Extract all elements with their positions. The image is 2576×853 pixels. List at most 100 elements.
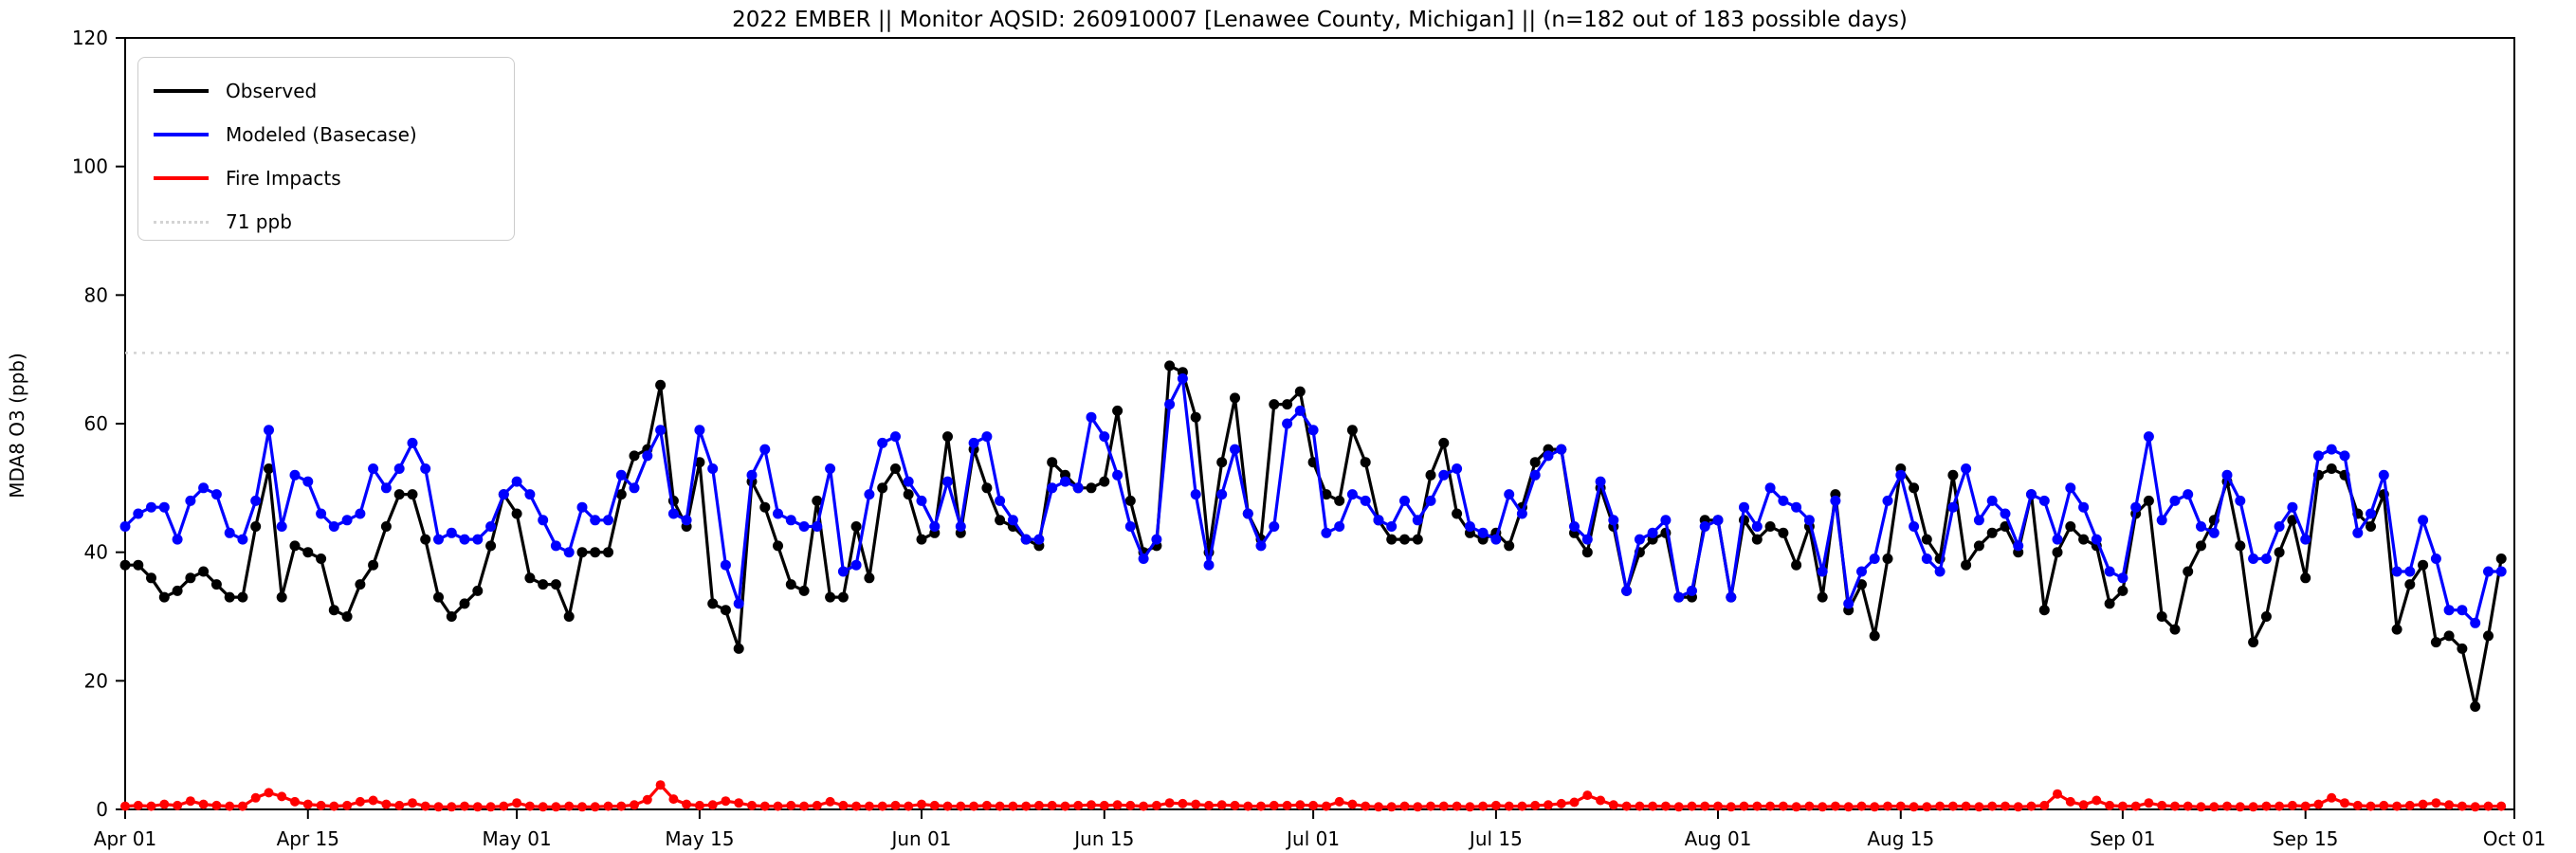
series-modeled-marker bbox=[1764, 482, 1776, 494]
series-fire-marker bbox=[2248, 802, 2258, 812]
series-fire-marker bbox=[420, 801, 430, 811]
series-fire-marker bbox=[1648, 801, 1658, 811]
series-modeled-marker bbox=[1307, 425, 1319, 436]
series-modeled-marker bbox=[2078, 501, 2090, 513]
series-modeled-marker bbox=[1726, 591, 1737, 603]
series-fire-marker bbox=[159, 799, 170, 809]
series-fire-marker bbox=[1726, 802, 1736, 812]
series-fire-marker bbox=[173, 800, 183, 810]
series-modeled-marker bbox=[1060, 476, 1070, 487]
series-observed-marker bbox=[393, 489, 405, 500]
y-tick-label: 0 bbox=[96, 798, 108, 821]
series-modeled-marker bbox=[2091, 534, 2102, 545]
legend-item-modeled: Modeled (Basecase) bbox=[154, 113, 514, 156]
series-fire-marker bbox=[2157, 800, 2167, 810]
series-fire-marker bbox=[1739, 801, 1749, 811]
legend-item-threshold: 71 ppb bbox=[154, 200, 514, 244]
modeled-line-swatch bbox=[154, 133, 209, 136]
series-observed-marker bbox=[2169, 624, 2181, 635]
series-fire-marker bbox=[2105, 800, 2115, 810]
series-observed-marker bbox=[2457, 643, 2468, 654]
series-fire-marker bbox=[1804, 801, 1815, 811]
series-observed-marker bbox=[2430, 637, 2441, 648]
series-observed-marker bbox=[785, 579, 796, 590]
series-fire-marker bbox=[485, 802, 496, 812]
series-fire-marker bbox=[1947, 801, 1958, 811]
series-modeled-marker bbox=[1112, 469, 1124, 481]
series-modeled-marker bbox=[2104, 566, 2115, 577]
series-observed-marker bbox=[302, 547, 314, 558]
series-fire-marker bbox=[1112, 800, 1123, 810]
series-modeled-marker bbox=[1921, 554, 1932, 564]
series-observed-marker bbox=[563, 611, 575, 622]
series-observed-marker bbox=[2196, 540, 2206, 552]
series-fire-marker bbox=[616, 801, 627, 811]
legend-item-fire: Fire Impacts bbox=[154, 156, 514, 200]
series-observed-marker bbox=[1334, 495, 1345, 506]
series-modeled-marker bbox=[250, 495, 262, 506]
series-modeled-marker bbox=[2248, 554, 2259, 564]
series-fire-marker bbox=[2026, 801, 2037, 811]
series-observed-marker bbox=[1869, 630, 1880, 642]
series-modeled-marker bbox=[733, 598, 744, 609]
series-modeled-marker bbox=[1830, 495, 1841, 506]
series-modeled-marker bbox=[995, 495, 1006, 506]
series-observed-marker bbox=[2326, 463, 2337, 474]
series-modeled-marker bbox=[2260, 554, 2272, 564]
series-observed-marker bbox=[328, 605, 339, 616]
series-observed-marker bbox=[2117, 585, 2128, 596]
series-modeled-marker bbox=[368, 463, 379, 474]
series-modeled-marker bbox=[472, 534, 484, 545]
series-fire-marker bbox=[472, 802, 483, 812]
x-tick-label: Jul 15 bbox=[1468, 827, 1523, 850]
series-fire-marker bbox=[211, 800, 222, 810]
series-modeled-marker bbox=[2065, 482, 2076, 494]
series-modeled-marker bbox=[603, 515, 613, 526]
series-fire-marker bbox=[1569, 797, 1580, 808]
series-observed-marker bbox=[2156, 611, 2167, 622]
series-observed-marker bbox=[1269, 399, 1280, 410]
series-modeled-marker bbox=[2038, 495, 2050, 506]
series-fire-marker bbox=[668, 794, 679, 805]
series-observed-marker bbox=[264, 463, 274, 474]
series-modeled-marker bbox=[1712, 515, 1724, 526]
series-modeled-marker bbox=[1687, 585, 1697, 596]
series-modeled-marker bbox=[172, 534, 183, 545]
series-fire-marker bbox=[1700, 801, 1710, 811]
series-observed-marker bbox=[603, 547, 613, 558]
series-fire-marker bbox=[1935, 801, 1946, 811]
series-observed-marker bbox=[1086, 482, 1097, 494]
series-observed-marker bbox=[903, 489, 914, 500]
series-observed-marker bbox=[2235, 540, 2246, 552]
series-fire-marker bbox=[942, 801, 953, 811]
series-fire-marker bbox=[642, 794, 652, 805]
series-fire-marker bbox=[1465, 802, 1475, 812]
series-fire-marker bbox=[577, 802, 587, 812]
series-observed bbox=[119, 360, 2507, 712]
series-observed-marker bbox=[1452, 508, 1463, 519]
series-modeled-marker bbox=[785, 515, 796, 526]
series-fire-marker bbox=[1243, 801, 1253, 811]
series-fire-marker bbox=[2483, 801, 2494, 811]
series-modeled-marker bbox=[1778, 495, 1789, 506]
series-modeled-marker bbox=[1360, 495, 1371, 506]
legend: Observed Modeled (Basecase) Fire Impacts… bbox=[137, 57, 515, 241]
series-fire-marker bbox=[812, 800, 822, 810]
series-modeled-marker bbox=[890, 431, 901, 443]
series-modeled-marker bbox=[433, 534, 444, 545]
series-modeled-marker bbox=[1399, 495, 1410, 506]
series-fire-marker bbox=[1125, 800, 1136, 810]
series-fire-marker bbox=[1087, 800, 1096, 810]
series-modeled-marker bbox=[798, 521, 810, 532]
series-fire-marker bbox=[394, 800, 405, 810]
series-modeled-marker bbox=[498, 489, 509, 500]
series-observed-marker bbox=[407, 489, 418, 500]
series-fire-marker bbox=[355, 796, 365, 807]
series-fire-marker bbox=[2404, 800, 2415, 810]
series-modeled-marker bbox=[615, 469, 627, 481]
series-fire-marker bbox=[786, 800, 796, 810]
series-fire-marker bbox=[2431, 798, 2441, 808]
series-fire-marker bbox=[1608, 800, 1618, 810]
series-fire-marker bbox=[2117, 801, 2128, 811]
series-observed-marker bbox=[1399, 534, 1410, 545]
